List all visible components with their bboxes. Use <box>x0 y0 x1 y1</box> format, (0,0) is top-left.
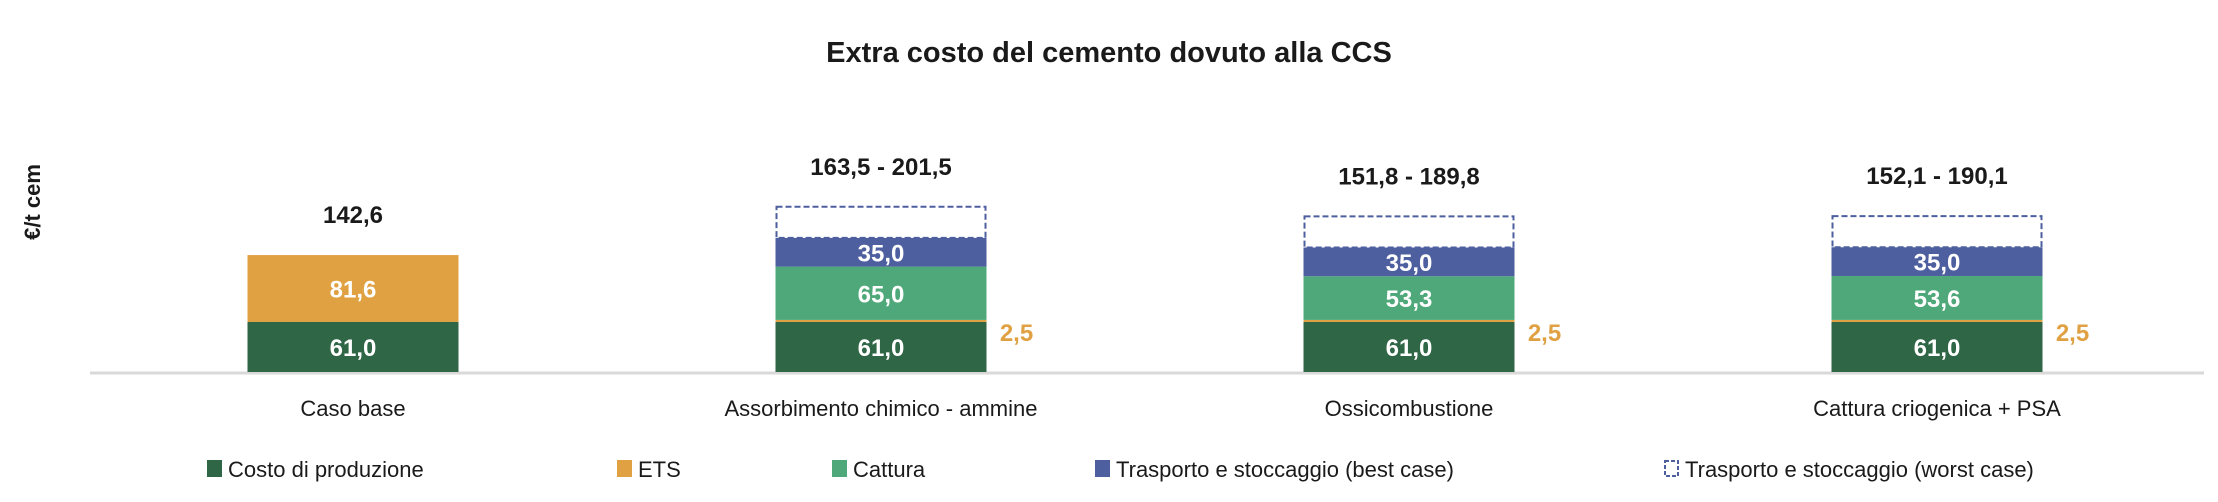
chart-title: Extra costo del cemento dovuto alla CCS <box>826 37 1392 69</box>
total-label: 152,1 - 190,1 <box>1866 163 2007 190</box>
y-axis-label: €/t cem <box>20 164 45 240</box>
data-label: 35,0 <box>1914 250 1961 277</box>
bar-segment-0 <box>1303 321 1515 372</box>
data-label: 61,0 <box>1386 335 1433 362</box>
legend-marker <box>1664 460 1679 477</box>
x-tick-label: Assorbimento chimico - ammine <box>725 396 1038 421</box>
data-label: 35,0 <box>1386 250 1433 277</box>
x-tick-label: Caso base <box>300 396 405 421</box>
legend-marker <box>207 460 222 477</box>
bar-segment-0 <box>1831 321 2043 372</box>
bar-segment-1 <box>775 319 987 322</box>
x-tick-label: Ossicombustione <box>1325 396 1494 421</box>
bar-segment-3 <box>1303 247 1515 277</box>
bar-segment-1 <box>247 255 459 322</box>
legend-marker <box>617 460 632 477</box>
bar-segment-worst-case <box>1303 215 1515 249</box>
data-label: 65,0 <box>858 281 905 308</box>
bar-segment-3 <box>775 237 987 267</box>
legend-item: Trasporto e stoccaggio (worst case) <box>1664 457 2034 482</box>
bar-segment-2 <box>1831 275 2043 320</box>
legend-marker <box>832 460 847 477</box>
legend-label: Trasporto e stoccaggio (worst case) <box>1685 457 2034 482</box>
bar-segment-worst-case <box>1831 215 2043 249</box>
legend-item: Cattura <box>832 457 926 482</box>
legend-item: Costo di produzione <box>207 457 424 482</box>
bar-segment-2 <box>1303 276 1515 320</box>
data-label-outside: 2,5 <box>1000 320 1033 347</box>
legend-label: Costo di produzione <box>228 457 424 482</box>
bar-segment-worst-case <box>775 205 987 239</box>
data-label: 81,6 <box>330 277 377 304</box>
bar-segment-2 <box>775 266 987 320</box>
bar-segment-1 <box>1303 319 1515 322</box>
data-label-outside: 2,5 <box>2056 320 2089 347</box>
data-label-outside: 2,5 <box>1528 320 1561 347</box>
bar-segment-0 <box>247 321 459 372</box>
legend-marker <box>1095 460 1110 477</box>
data-label: 53,3 <box>1386 286 1433 313</box>
bar-segment-0 <box>775 321 987 372</box>
legend-item: ETS <box>617 457 681 482</box>
data-label: 61,0 <box>330 335 377 362</box>
data-label: 35,0 <box>858 240 905 267</box>
legend-item: Trasporto e stoccaggio (best case) <box>1095 457 1454 482</box>
total-label: 151,8 - 189,8 <box>1338 163 1479 190</box>
data-label: 61,0 <box>1914 335 1961 362</box>
data-label: 61,0 <box>858 335 905 362</box>
legend-label: Cattura <box>853 457 926 482</box>
legend-label: ETS <box>638 457 681 482</box>
legend-label: Trasporto e stoccaggio (best case) <box>1116 457 1454 482</box>
data-label: 53,6 <box>1914 286 1961 313</box>
bar-segment-3 <box>1831 247 2043 276</box>
x-tick-label: Cattura criogenica + PSA <box>1813 396 2061 421</box>
total-label: 163,5 - 201,5 <box>810 154 951 181</box>
total-label: 142,6 <box>323 202 383 229</box>
bar-segment-1 <box>1831 319 2043 322</box>
